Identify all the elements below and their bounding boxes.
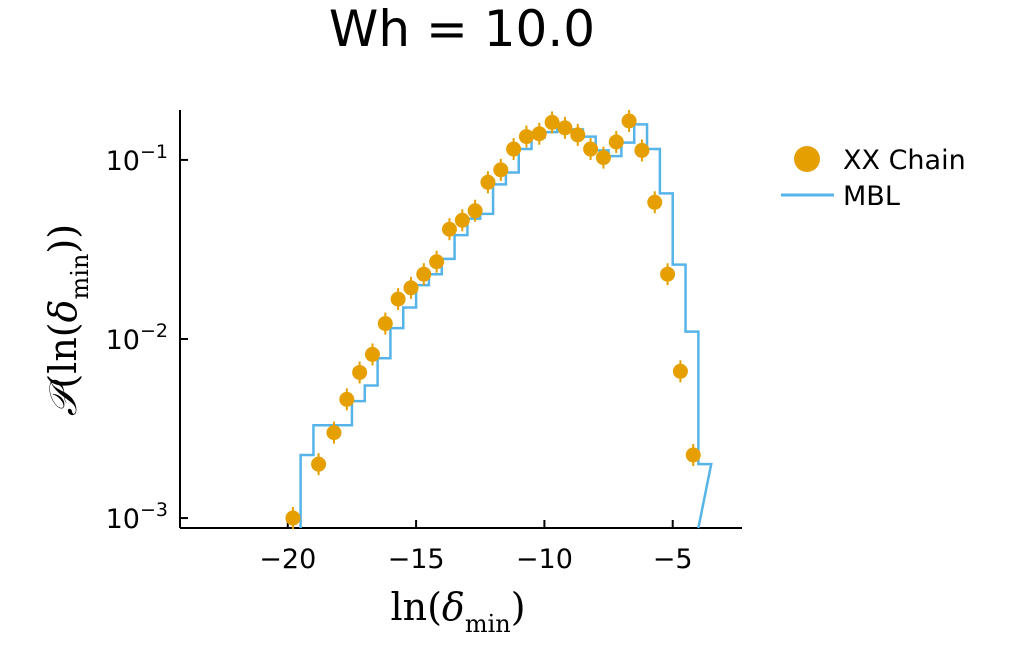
xx-chain-point	[672, 363, 688, 379]
legend-label-mbl: MBL	[843, 181, 900, 212]
x-tick-label: −10	[516, 544, 573, 575]
y-ticks: 10−1 10−2 10−3	[106, 141, 188, 535]
x-tick-label: −20	[259, 544, 316, 575]
series-mbl	[299, 123, 713, 529]
xx-chain-point	[660, 266, 676, 282]
xx-chain-point	[518, 129, 534, 145]
y-tick-label: 10−3	[106, 499, 168, 535]
series-xx-chain	[285, 109, 701, 530]
xx-chain-point	[467, 203, 483, 219]
xx-chain-point	[352, 364, 368, 380]
xx-chain-point	[311, 456, 327, 472]
mbl-step-line	[299, 123, 713, 529]
legend-marker-xx-chain	[794, 146, 820, 172]
xx-chain-point	[544, 114, 560, 130]
y-tick-label: 10−2	[106, 320, 168, 356]
legend-label-xx-chain: XX Chain	[843, 145, 966, 176]
x-ticks: −20 −15 −10 −5	[259, 520, 693, 575]
x-axis-label: ln(δmin)	[390, 585, 525, 638]
xx-chain-point	[570, 127, 586, 143]
xx-chain-point	[377, 316, 393, 332]
xx-chain-point	[441, 221, 457, 237]
y-tick-label: 10−1	[106, 141, 168, 177]
xx-chain-point	[685, 447, 701, 463]
xx-chain-point	[531, 126, 547, 142]
xx-chain-point	[647, 194, 663, 210]
xx-chain-point	[557, 120, 573, 136]
legend: XX Chain MBL	[781, 145, 966, 212]
xx-chain-point	[595, 150, 611, 166]
xx-chain-point	[621, 113, 637, 129]
xx-chain-point	[583, 141, 599, 157]
xx-chain-point	[285, 510, 301, 526]
xx-chain-point	[339, 391, 355, 407]
xx-chain-point	[493, 162, 509, 178]
plot-axes	[179, 110, 742, 529]
x-tick-label: −5	[653, 544, 693, 575]
xx-chain-point	[608, 134, 624, 150]
x-tick-label: −15	[388, 544, 445, 575]
xx-chain-point	[506, 141, 522, 157]
y-axis-label: 𝒫(ln(δmin))	[41, 224, 94, 416]
xx-chain-point	[634, 142, 650, 158]
xx-chain-point	[326, 425, 342, 441]
xx-chain-point	[390, 291, 406, 307]
xx-chain-point	[364, 346, 380, 362]
xx-chain-point	[416, 266, 432, 282]
xx-chain-point	[454, 212, 470, 228]
chart-title: Wh = 10.0	[329, 0, 595, 58]
xx-chain-point	[403, 280, 419, 296]
xx-chain-point	[429, 254, 445, 270]
xx-chain-point	[480, 174, 496, 190]
